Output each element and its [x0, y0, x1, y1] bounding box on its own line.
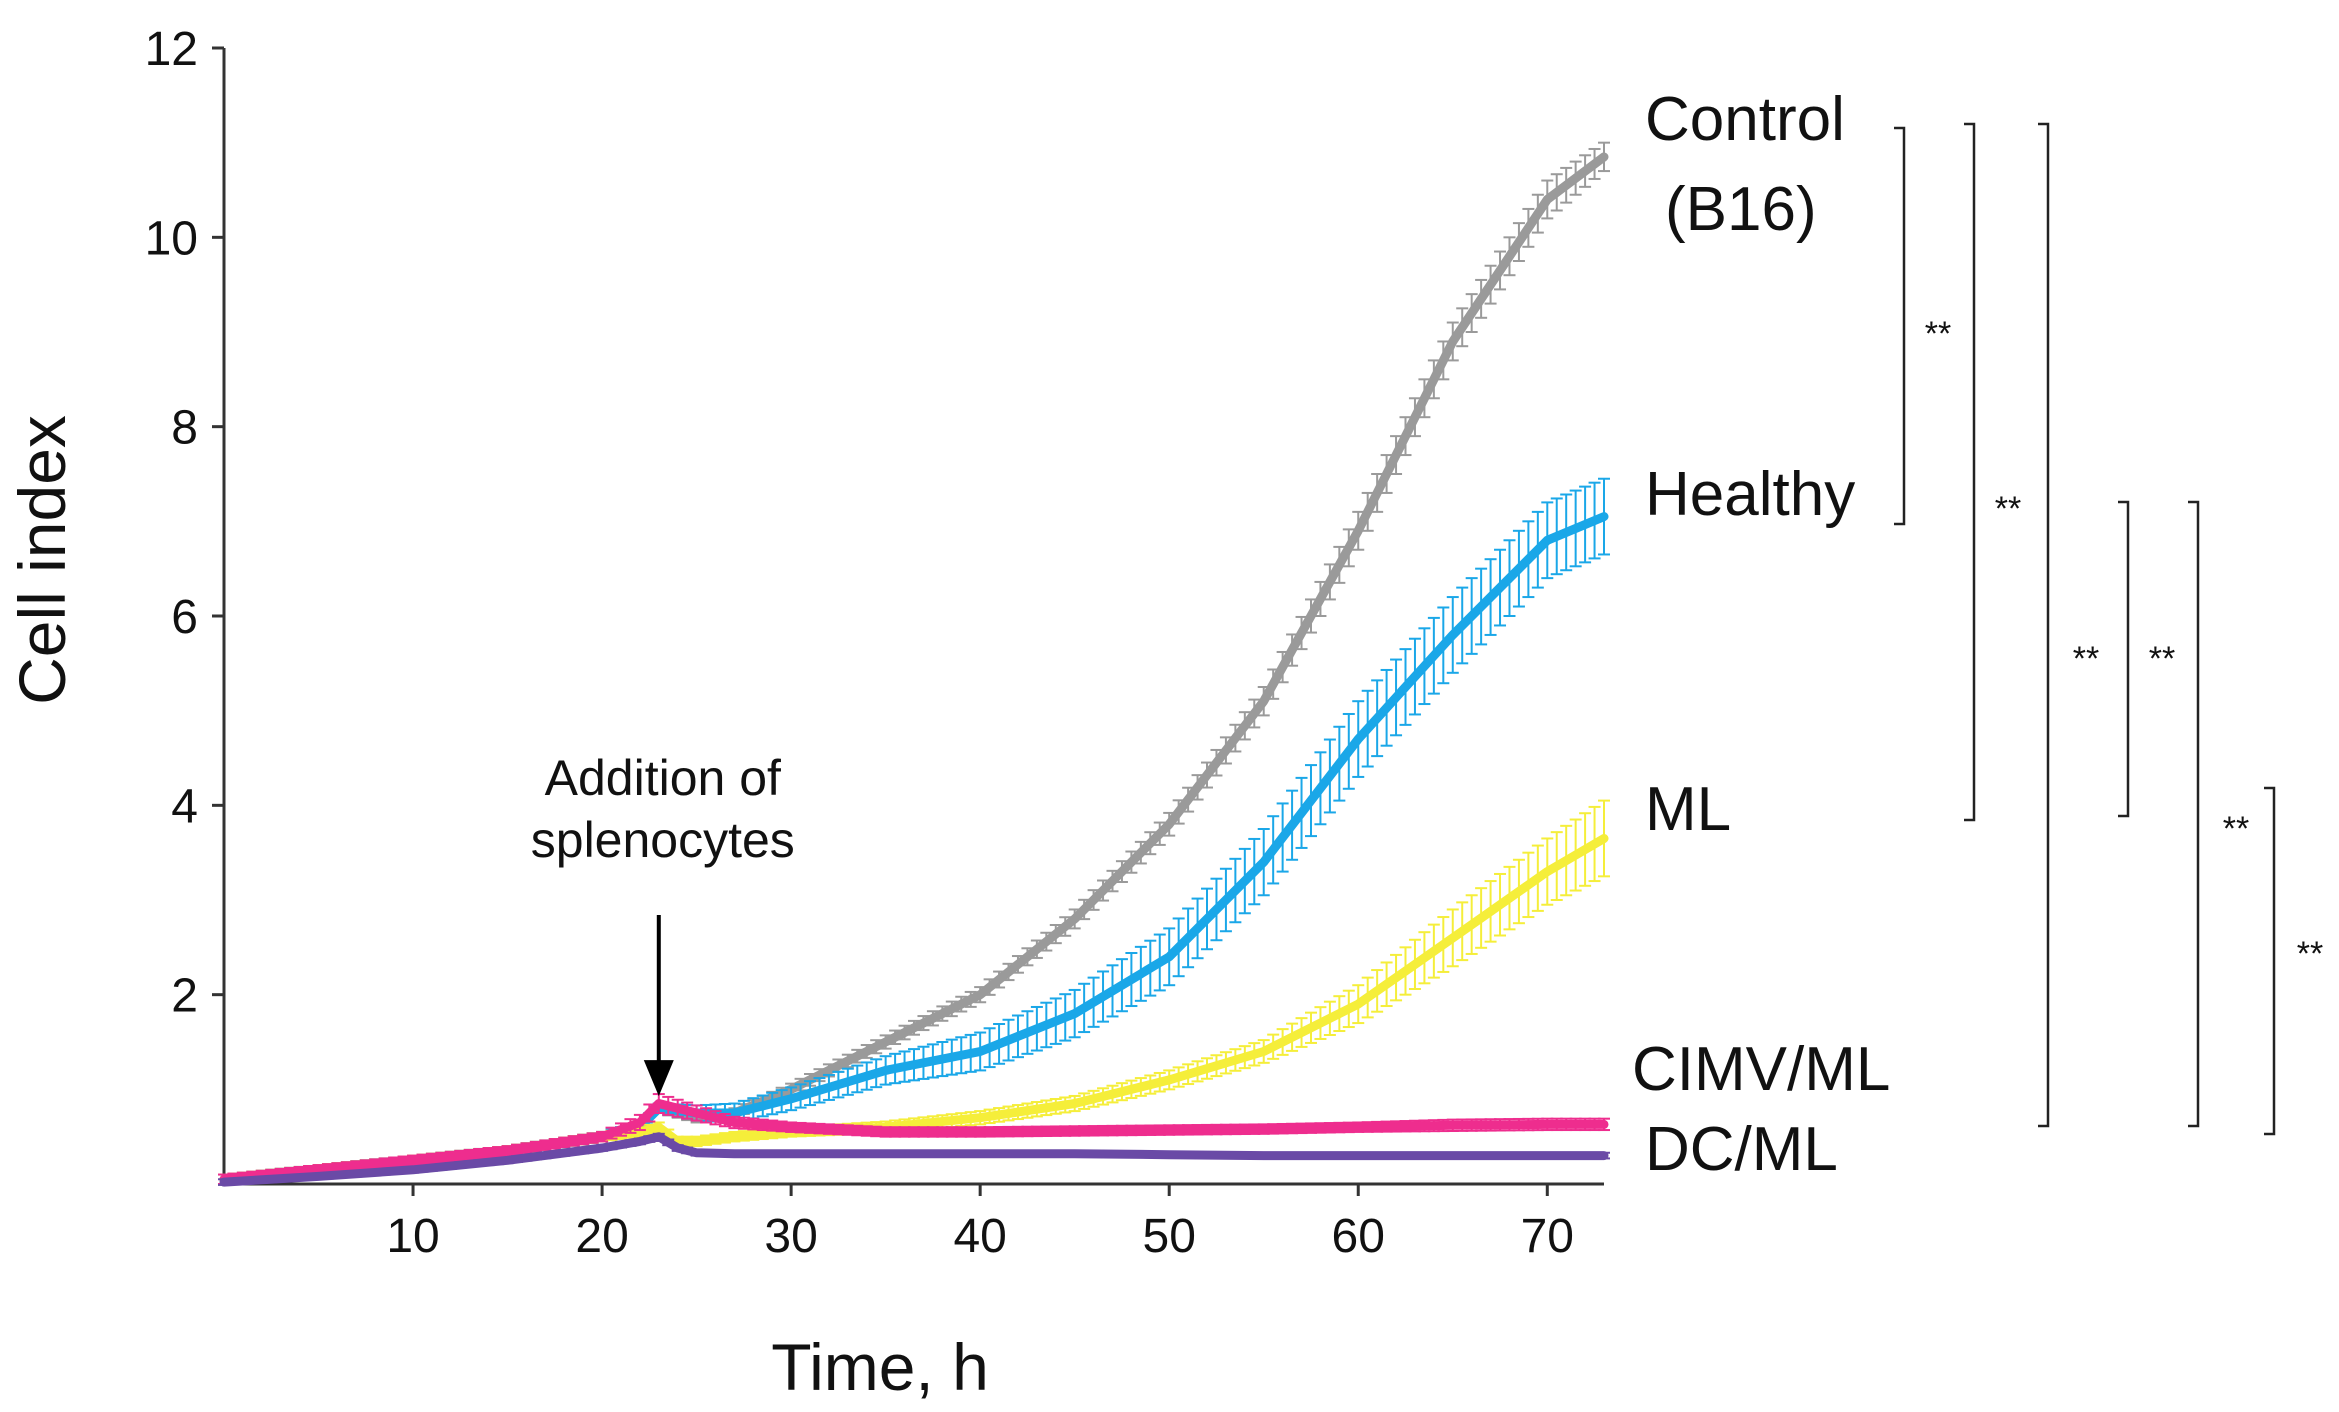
series-label: Healthy: [1645, 460, 1855, 529]
annotation-arrow-head: [643, 1060, 674, 1097]
x-ticks: 10 20 30 40 50 60 70: [386, 1184, 1574, 1263]
series-labels: Control (B16) Healthy ML CIMV/ML DC/ML: [1632, 85, 1890, 1184]
annotation-text: splenocytes: [531, 812, 795, 868]
y-tick-label: 12: [145, 23, 198, 76]
series-label: CIMV/ML: [1632, 1035, 1890, 1104]
significance-brackets: ** ** ** ** ** **: [1894, 122, 2323, 1136]
series-layer: [218, 141, 1610, 1187]
significance-bracket: [2038, 122, 2050, 1128]
series-healthy: [218, 477, 1610, 1185]
significance-label: **: [2297, 935, 2323, 973]
annotation-layer: Addition of splenocytes: [531, 750, 795, 1097]
series-line: [219, 1132, 1609, 1187]
significance-bracket: [2264, 786, 2276, 1136]
x-axis-title: Time, h: [771, 1330, 989, 1404]
series-line: [219, 1099, 1609, 1184]
significance-bracket: [1894, 126, 1906, 526]
annotation-text: Addition of: [545, 750, 781, 806]
significance-label: **: [1995, 490, 2021, 528]
significance-bracket: [1964, 122, 1976, 822]
x-tick-label: 70: [1521, 1210, 1574, 1263]
x-tick-label: 50: [1143, 1210, 1196, 1263]
significance-bracket: [2118, 500, 2130, 818]
series-control-b16-: [218, 141, 1610, 1185]
y-ticks: 2 4 6 8 10 12: [145, 23, 224, 1023]
series-cimv-ml: [218, 1093, 1610, 1185]
y-axis-title: Cell index: [5, 415, 79, 705]
series-label: ML: [1645, 775, 1731, 844]
error-bars: [218, 477, 1610, 1185]
x-tick-label: 30: [764, 1210, 817, 1263]
x-tick-label: 60: [1332, 1210, 1385, 1263]
significance-label: **: [2223, 810, 2249, 848]
series-label: Control: [1645, 85, 1845, 154]
series-dc-ml: [218, 1132, 1610, 1187]
x-tick-label: 10: [386, 1210, 439, 1263]
significance-label: **: [2149, 640, 2175, 678]
y-tick-label: 6: [171, 591, 198, 644]
series-label: (B16): [1665, 175, 1817, 244]
significance-label: **: [1925, 315, 1951, 353]
y-tick-label: 4: [171, 780, 198, 833]
axes: 10 20 30 40 50 60 70 2 4 6 8 10 12: [145, 23, 1604, 1263]
series-label: DC/ML: [1645, 1115, 1838, 1184]
x-tick-label: 20: [575, 1210, 628, 1263]
y-tick-label: 10: [145, 212, 198, 265]
significance-label: **: [2073, 640, 2099, 678]
y-tick-label: 8: [171, 402, 198, 455]
significance-bracket: [2188, 500, 2200, 1128]
x-tick-label: 40: [953, 1210, 1006, 1263]
y-tick-label: 2: [171, 970, 198, 1023]
